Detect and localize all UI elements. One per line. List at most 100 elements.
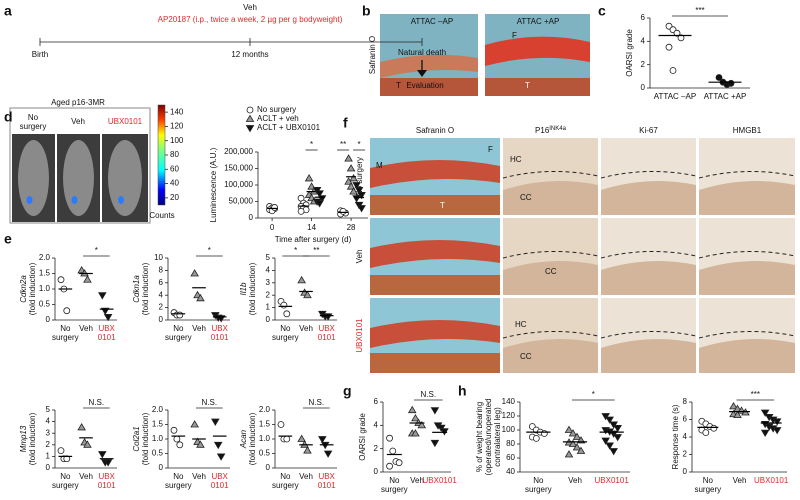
y-tick-label: 0 bbox=[683, 467, 688, 476]
image-label: CC bbox=[520, 193, 532, 202]
y-tick-label: 1.0 bbox=[152, 434, 164, 443]
data-point bbox=[303, 446, 312, 454]
image-label: HC bbox=[510, 155, 522, 164]
data-point bbox=[344, 154, 353, 162]
legend-label: ACLT + UBX0101 bbox=[257, 123, 321, 132]
tissue bbox=[601, 261, 696, 295]
signal bbox=[26, 196, 33, 204]
y-axis-label: Response time (s) bbox=[671, 404, 680, 469]
category-label: No bbox=[280, 324, 291, 333]
data-point bbox=[564, 450, 574, 458]
y-tick-label: 3 bbox=[266, 278, 271, 287]
y-tick-label: 4 bbox=[683, 432, 688, 441]
data-point bbox=[280, 301, 288, 309]
data-point bbox=[389, 447, 397, 455]
image-label: T bbox=[396, 81, 401, 90]
x-tick-label: 0 bbox=[270, 223, 275, 232]
category-label: Veh bbox=[192, 324, 206, 333]
mouse bbox=[18, 140, 49, 216]
tidemark bbox=[502, 171, 599, 179]
y-tick-label: 6 bbox=[641, 13, 646, 22]
data-point bbox=[601, 413, 610, 421]
panel-label: a bbox=[4, 3, 12, 19]
data-point bbox=[357, 205, 366, 213]
y-tick-label: 1.5 bbox=[152, 420, 164, 429]
category-label: Veh bbox=[79, 324, 93, 333]
data-point bbox=[430, 407, 440, 415]
data-point bbox=[246, 106, 254, 114]
y-tick-label: 2 bbox=[159, 303, 164, 312]
y-axis-label: Cdkn2a bbox=[19, 275, 28, 303]
tidemark bbox=[698, 331, 796, 339]
colorbar-tick-label: 120 bbox=[170, 122, 184, 131]
data-point bbox=[303, 290, 312, 299]
data-point bbox=[190, 420, 199, 428]
data-point bbox=[297, 275, 306, 284]
y-tick-label: 1 bbox=[266, 303, 271, 312]
category-label: No bbox=[60, 324, 71, 333]
data-point bbox=[729, 401, 738, 410]
y-tick-label: 150,000 bbox=[224, 164, 253, 173]
data-point bbox=[57, 276, 65, 284]
y-axis-label: (fold induction) bbox=[28, 412, 37, 465]
y-tick-label: 0 bbox=[266, 463, 271, 472]
significance-label: * bbox=[294, 246, 297, 255]
data-point bbox=[344, 177, 353, 185]
data-point bbox=[532, 434, 540, 442]
y-tick-label: 4 bbox=[266, 266, 271, 275]
category-label: surgery bbox=[272, 333, 299, 342]
data-point bbox=[176, 311, 184, 319]
data-point bbox=[173, 435, 181, 443]
y-tick-label: 0 bbox=[249, 213, 254, 222]
image-label: F bbox=[488, 145, 493, 154]
data-point bbox=[245, 114, 255, 122]
data-point bbox=[669, 67, 677, 74]
y-tick-label: 2.0 bbox=[39, 253, 51, 262]
category-label: surgery bbox=[525, 485, 552, 494]
data-point bbox=[564, 425, 574, 433]
tidemark bbox=[600, 171, 697, 179]
y-tick-label: 0.5 bbox=[39, 300, 51, 309]
category-label: Veh bbox=[410, 476, 424, 485]
tidemark bbox=[502, 331, 599, 339]
tissue bbox=[601, 339, 696, 373]
y-tick-label: 2 bbox=[374, 444, 379, 453]
colorbar-label: Counts bbox=[149, 211, 174, 220]
data-point bbox=[83, 440, 92, 448]
column-header-sup: INK4a bbox=[549, 126, 566, 132]
row-label: UBX0101 bbox=[355, 318, 364, 353]
category-label: UBX0101 bbox=[595, 476, 630, 485]
y-axis-label: Il1b bbox=[239, 282, 248, 295]
y-tick-label: 50,000 bbox=[229, 197, 254, 206]
significance-label: * bbox=[592, 390, 595, 399]
colorbar-tick-label: 140 bbox=[170, 107, 184, 116]
y-tick-label: 8 bbox=[683, 397, 688, 406]
x-tick-label: 14 bbox=[307, 223, 316, 232]
significance-label: * bbox=[208, 246, 211, 255]
image-label: T bbox=[525, 81, 530, 90]
data-point bbox=[540, 430, 548, 437]
y-tick-label: 1 bbox=[46, 452, 51, 461]
colorbar-tick-label: 60 bbox=[170, 164, 179, 173]
bone bbox=[485, 78, 590, 96]
milestone: Natural death bbox=[398, 48, 446, 57]
data-point bbox=[733, 410, 742, 419]
significance-label: ** bbox=[313, 246, 319, 255]
bone bbox=[380, 78, 478, 96]
milestone: Birth bbox=[32, 50, 48, 59]
data-point bbox=[346, 164, 356, 172]
y-tick-label: 10 bbox=[154, 253, 163, 262]
colorbar-tick-label: 40 bbox=[170, 179, 179, 188]
y-axis-label: (fold induction) bbox=[248, 262, 257, 315]
data-point bbox=[386, 462, 393, 470]
category-label: ATTAC –AP bbox=[654, 92, 696, 101]
category-label: UBX bbox=[318, 472, 335, 481]
y-axis-label: (fold induction) bbox=[28, 262, 37, 315]
y-tick-label: 40 bbox=[506, 467, 515, 476]
data-point bbox=[772, 427, 782, 435]
signal bbox=[118, 196, 124, 204]
y-tick-label: 100,000 bbox=[224, 180, 253, 189]
y-tick-label: 4 bbox=[159, 290, 164, 299]
row-label: Veh bbox=[355, 250, 364, 264]
cartilage bbox=[370, 319, 500, 348]
